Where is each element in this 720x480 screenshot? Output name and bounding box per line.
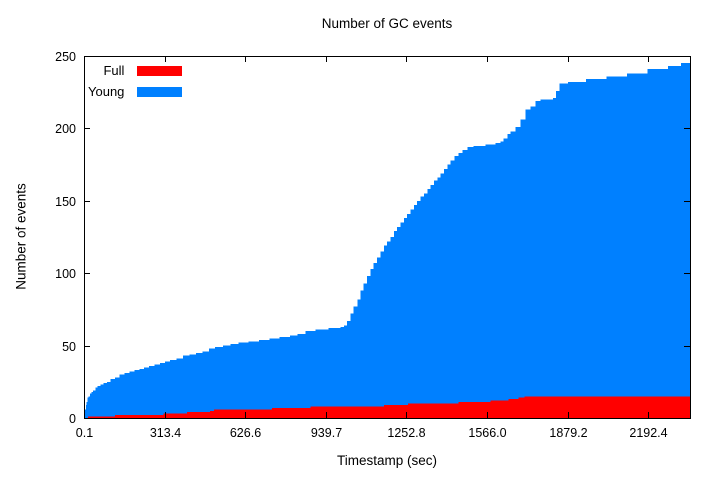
x-tick-label-6: 1879.2 bbox=[549, 426, 587, 440]
legend: Full Young bbox=[88, 60, 183, 102]
x-tick-label-0: 0.1 bbox=[76, 426, 93, 440]
legend-label-full: Full bbox=[103, 63, 125, 78]
y-tick-label-3: 150 bbox=[55, 195, 76, 209]
y-tick-label-1: 50 bbox=[62, 340, 76, 354]
legend-swatch-young bbox=[137, 86, 183, 97]
x-tick-label-1: 313.4 bbox=[150, 426, 181, 440]
legend-entry-full: Full bbox=[88, 60, 183, 81]
x-axis-label: Timestamp (sec) bbox=[336, 453, 437, 468]
legend-label-young: Young bbox=[88, 84, 125, 99]
x-tick-label-2: 626.6 bbox=[230, 426, 261, 440]
chart-title: Number of GC events bbox=[321, 16, 453, 31]
legend-swatch-full bbox=[137, 65, 183, 76]
area-series-full bbox=[84, 396, 690, 418]
area-series-young bbox=[84, 60, 690, 419]
x-tick-label-3: 939.7 bbox=[311, 426, 342, 440]
y-tick-label-2: 100 bbox=[55, 267, 76, 281]
x-tick-label-5: 1566.0 bbox=[468, 426, 506, 440]
y-tick-label-5: 250 bbox=[55, 50, 76, 64]
y-tick-label-0: 0 bbox=[69, 412, 76, 426]
plot-border bbox=[84, 56, 691, 419]
y-tick-label-4: 200 bbox=[55, 122, 76, 136]
legend-entry-young: Young bbox=[88, 81, 183, 102]
x-tick-label-7: 2192.4 bbox=[629, 426, 667, 440]
x-tick-label-4: 1252.8 bbox=[387, 426, 425, 440]
